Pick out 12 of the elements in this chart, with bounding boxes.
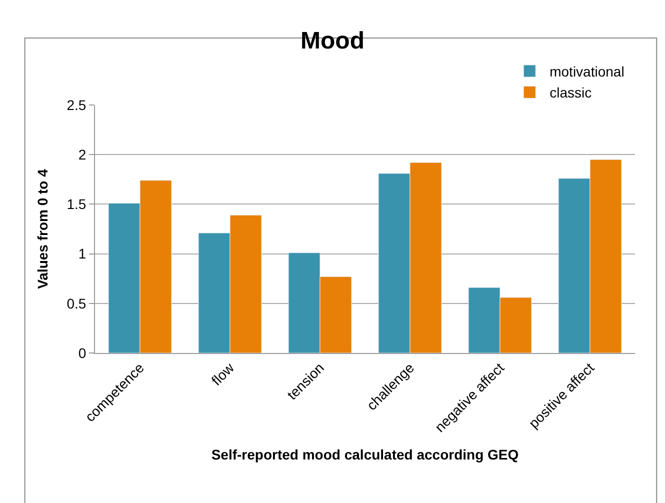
x-axis-title: Self-reported mood calculated according GEQ xyxy=(211,446,519,462)
chart-title: Mood xyxy=(300,28,364,55)
y-tick-label: 0.5 xyxy=(66,295,86,312)
y-tick-label: 1 xyxy=(78,246,86,262)
legend-label: classic xyxy=(550,84,592,101)
x-tick-label: flow xyxy=(208,358,238,388)
y-tick-label: 2.5 xyxy=(66,96,86,113)
y-axis-title: Values from 0 to 4 xyxy=(34,168,50,289)
y-tick-label: 0 xyxy=(78,344,86,361)
legend-label: motivational xyxy=(550,63,624,80)
y-tick-label: 1.5 xyxy=(66,196,86,212)
y-tick-label: 2 xyxy=(78,146,86,162)
